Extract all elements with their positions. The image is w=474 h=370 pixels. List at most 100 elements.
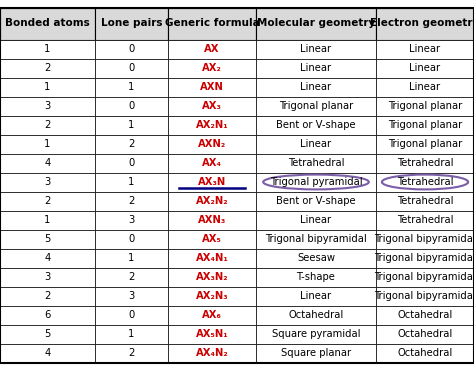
Bar	[376, 211, 474, 229]
Text: Trigonal bipyramidal: Trigonal bipyramidal	[374, 272, 474, 282]
Text: Linear: Linear	[301, 44, 331, 54]
Text: Lone pairs: Lone pairs	[101, 18, 162, 28]
Text: T-shape: T-shape	[297, 272, 336, 282]
Text: Molecular geometry: Molecular geometry	[257, 18, 375, 28]
Bar	[256, 7, 376, 40]
Bar	[95, 268, 168, 286]
Text: 1: 1	[128, 329, 135, 339]
Text: Trigonal planar: Trigonal planar	[279, 101, 353, 111]
Bar	[0, 343, 95, 363]
Text: Trigonal bipyramidal: Trigonal bipyramidal	[374, 291, 474, 301]
Text: 0: 0	[128, 63, 135, 73]
Text: 0: 0	[128, 310, 135, 320]
Text: 3: 3	[128, 291, 135, 301]
Text: 1: 1	[128, 177, 135, 187]
Text: Generic formula: Generic formula	[164, 18, 259, 28]
Text: Tetrahedral: Tetrahedral	[397, 196, 453, 206]
Bar	[95, 77, 168, 97]
Bar	[168, 7, 256, 40]
Bar	[168, 306, 256, 324]
Bar	[95, 172, 168, 192]
Bar	[376, 306, 474, 324]
Bar	[0, 40, 95, 58]
Text: AXN: AXN	[200, 82, 224, 92]
Bar	[256, 97, 376, 115]
Bar	[95, 229, 168, 249]
Bar	[95, 211, 168, 229]
Text: 2: 2	[44, 291, 51, 301]
Text: AX₆: AX₆	[202, 310, 222, 320]
Text: 1: 1	[128, 120, 135, 130]
Text: 3: 3	[128, 215, 135, 225]
Bar	[256, 77, 376, 97]
Text: Trigonal planar: Trigonal planar	[388, 139, 462, 149]
Bar	[168, 211, 256, 229]
Bar	[376, 115, 474, 135]
Text: 2: 2	[44, 63, 51, 73]
Bar	[168, 97, 256, 115]
Bar	[0, 135, 95, 154]
Bar	[256, 115, 376, 135]
Bar	[256, 286, 376, 306]
Bar	[168, 343, 256, 363]
Bar	[256, 324, 376, 343]
Bar	[376, 286, 474, 306]
Bar	[256, 306, 376, 324]
Bar	[0, 154, 95, 172]
Bar	[376, 58, 474, 77]
Text: 3: 3	[45, 177, 51, 187]
Text: Trigonal bipyramidal: Trigonal bipyramidal	[374, 253, 474, 263]
Text: 2: 2	[128, 196, 135, 206]
Bar	[168, 172, 256, 192]
Bar	[0, 115, 95, 135]
Bar	[168, 286, 256, 306]
Text: 1: 1	[44, 215, 51, 225]
Text: Octahedral: Octahedral	[397, 348, 453, 358]
Bar	[256, 229, 376, 249]
Text: AX₃N: AX₃N	[198, 177, 226, 187]
Bar	[376, 135, 474, 154]
Bar	[376, 192, 474, 211]
Text: 3: 3	[45, 101, 51, 111]
Bar	[256, 211, 376, 229]
Text: AX₅N₁: AX₅N₁	[196, 329, 228, 339]
Bar	[376, 268, 474, 286]
Text: AX₄: AX₄	[202, 158, 222, 168]
Bar	[95, 58, 168, 77]
Bar	[376, 7, 474, 40]
Bar	[376, 97, 474, 115]
Bar	[376, 249, 474, 268]
Text: 0: 0	[128, 234, 135, 244]
Text: AX₂: AX₂	[202, 63, 222, 73]
Bar	[168, 135, 256, 154]
Bar	[95, 306, 168, 324]
Text: Tetrahedral: Tetrahedral	[397, 177, 453, 187]
Text: 2: 2	[44, 196, 51, 206]
Bar	[95, 135, 168, 154]
Text: Linear: Linear	[301, 63, 331, 73]
Text: Octahedral: Octahedral	[288, 310, 344, 320]
Bar	[256, 40, 376, 58]
Text: 5: 5	[44, 234, 51, 244]
Text: 3: 3	[45, 272, 51, 282]
Text: AXN₂: AXN₂	[198, 139, 226, 149]
Bar	[376, 324, 474, 343]
Bar	[95, 115, 168, 135]
Bar	[95, 97, 168, 115]
Text: 2: 2	[128, 139, 135, 149]
Text: Trigonal bipyramidal: Trigonal bipyramidal	[265, 234, 367, 244]
Bar	[0, 7, 95, 40]
Bar	[168, 324, 256, 343]
Text: Trigonal bipyramidal: Trigonal bipyramidal	[374, 234, 474, 244]
Bar	[256, 249, 376, 268]
Text: 2: 2	[44, 120, 51, 130]
Text: AX₅: AX₅	[202, 234, 222, 244]
Text: Linear: Linear	[301, 82, 331, 92]
Text: 4: 4	[45, 348, 51, 358]
Bar	[95, 192, 168, 211]
Bar	[0, 306, 95, 324]
Bar	[256, 154, 376, 172]
Bar	[0, 229, 95, 249]
Text: Bent or V-shape: Bent or V-shape	[276, 120, 356, 130]
Bar	[256, 135, 376, 154]
